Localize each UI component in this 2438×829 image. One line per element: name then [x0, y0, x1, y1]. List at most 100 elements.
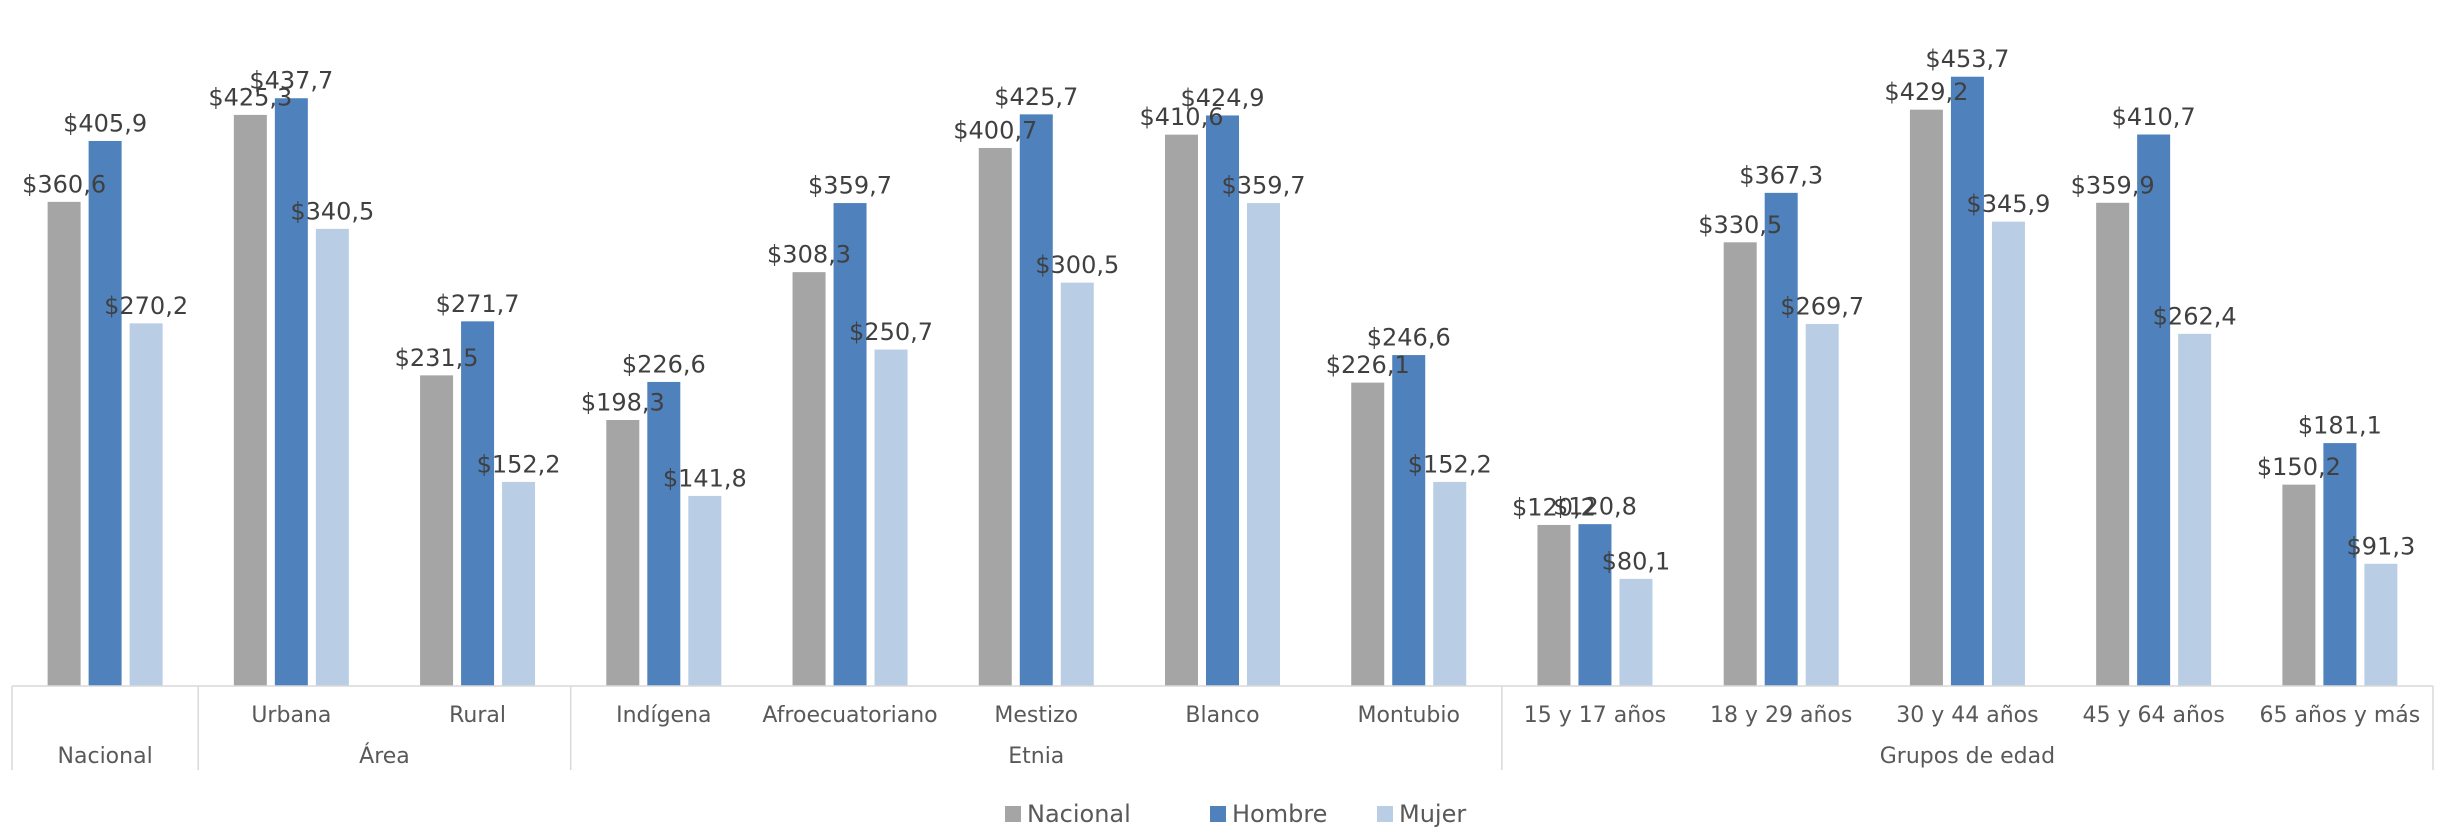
data-label-nacional-10: $429,2 [1884, 78, 1968, 106]
data-label-hombre-8: $120,8 [1553, 493, 1637, 521]
bar-nacional-1 [232, 113, 268, 687]
bar-mujer-1 [314, 227, 350, 687]
legend-label-hombre: Hombre [1232, 800, 1327, 828]
bar-nacional-11 [2095, 201, 2131, 687]
bars-layer [46, 75, 2399, 687]
legend-label-nacional: Nacional [1027, 800, 1131, 828]
bar-hombre-4 [832, 202, 868, 687]
data-label-mujer-8: $80,1 [1602, 547, 1671, 575]
bar-hombre-8 [1577, 523, 1613, 687]
bar-nacional-2 [419, 374, 455, 687]
group-label-1: Área [359, 743, 410, 769]
bar-hombre-1 [273, 97, 309, 687]
data-label-nacional-7: $226,1 [1326, 351, 1410, 379]
bar-nacional-7 [1350, 381, 1386, 687]
data-label-mujer-4: $250,7 [849, 318, 933, 346]
category-label-5: Mestizo [994, 703, 1078, 728]
bar-mujer-10 [1990, 220, 2026, 687]
data-label-nacional-4: $308,3 [767, 241, 851, 269]
data-label-mujer-0: $270,2 [104, 292, 188, 320]
category-label-11: 45 y 64 años [2082, 703, 2224, 728]
data-label-hombre-6: $424,9 [1181, 84, 1265, 112]
category-label-7: Montubio [1357, 703, 1460, 728]
legend-label-mujer: Mujer [1399, 800, 1466, 828]
data-label-hombre-1: $437,7 [249, 67, 333, 95]
group-label-0: Nacional [58, 744, 153, 769]
category-label-8: 15 y 17 años [1524, 703, 1666, 728]
data-label-hombre-11: $410,7 [2112, 103, 2196, 131]
bar-hombre-7 [1391, 354, 1427, 687]
bar-nacional-9 [1722, 241, 1758, 687]
data-label-mujer-5: $300,5 [1035, 251, 1119, 279]
data-label-hombre-3: $226,6 [622, 350, 706, 378]
legend-swatch-hombre [1210, 806, 1226, 822]
bar-nacional-3 [605, 418, 641, 687]
bar-hombre-0 [87, 139, 123, 687]
data-label-mujer-3: $141,8 [663, 464, 747, 492]
data-label-hombre-9: $367,3 [1739, 161, 1823, 189]
bar-nacional-4 [791, 271, 827, 687]
legend-swatch-nacional [1005, 806, 1021, 822]
data-label-hombre-2: $271,7 [436, 290, 520, 318]
bar-hombre-12 [2322, 442, 2358, 687]
category-label-12: 65 años y más [2260, 703, 2421, 728]
bar-mujer-9 [1804, 323, 1840, 687]
category-label-4: Afroecuatoriano [762, 703, 937, 728]
data-label-nacional-12: $150,2 [2257, 453, 2341, 481]
data-label-mujer-2: $152,2 [477, 450, 561, 478]
data-label-hombre-12: $181,1 [2298, 412, 2382, 440]
group-label-3: Grupos de edad [1880, 744, 2055, 769]
data-label-hombre-4: $359,7 [808, 172, 892, 200]
category-label-6: Blanco [1185, 703, 1259, 728]
data-label-hombre-10: $453,7 [1925, 45, 2009, 73]
bar-nacional-6 [1164, 133, 1199, 687]
data-label-mujer-12: $91,3 [2347, 532, 2416, 560]
bar-nacional-8 [1536, 523, 1572, 687]
bar-hombre-5 [1018, 113, 1054, 687]
bar-hombre-2 [460, 320, 496, 687]
bar-nacional-0 [46, 200, 82, 687]
bar-hombre-3 [646, 380, 682, 687]
data-label-nacional-11: $359,9 [2071, 171, 2155, 199]
bar-mujer-5 [1059, 281, 1095, 687]
bar-mujer-3 [687, 494, 723, 687]
legend-swatch-mujer [1377, 806, 1393, 822]
bar-mujer-4 [873, 348, 909, 687]
category-label-9: 18 y 29 años [1710, 703, 1852, 728]
bar-mujer-8 [1618, 577, 1654, 687]
data-label-mujer-11: $262,4 [2153, 302, 2237, 330]
bar-mujer-0 [128, 322, 164, 687]
bar-mujer-6 [1246, 202, 1281, 687]
bar-mujer-12 [2363, 562, 2399, 687]
category-label-10: 30 y 44 años [1896, 703, 2038, 728]
data-label-mujer-1: $340,5 [290, 197, 374, 225]
data-label-hombre-0: $405,9 [63, 109, 147, 137]
bar-hombre-6 [1205, 114, 1240, 687]
bar-hombre-10 [1949, 75, 1985, 687]
bar-hombre-9 [1763, 191, 1799, 687]
bar-nacional-12 [2281, 483, 2317, 687]
bar-mujer-2 [501, 480, 537, 687]
data-label-mujer-6: $359,7 [1222, 172, 1306, 200]
data-label-nacional-8: $120,2 [1512, 493, 1596, 521]
data-label-mujer-7: $152,2 [1408, 450, 1492, 478]
data-label-hombre-7: $246,6 [1367, 324, 1451, 352]
legend: Nacional Hombre Mujer [1005, 800, 1466, 828]
data-label-nacional-5: $400,7 [953, 116, 1037, 144]
bar-mujer-11 [2177, 332, 2213, 687]
data-label-nacional-2: $231,5 [395, 344, 479, 372]
bar-nacional-5 [977, 146, 1013, 687]
data-label-nacional-9: $330,5 [1698, 211, 1782, 239]
data-label-mujer-9: $269,7 [1780, 293, 1864, 321]
data-labels-layer: $360,6 $425,3 $231,5 $198,3 $308,3 $400,7 $410… [22, 45, 2415, 575]
category-label-2: Rural [449, 703, 506, 728]
category-axis: Urbana Rural Indígena Afroecuatoriano Mestiz… [11, 685, 2434, 770]
data-label-nacional-1: $425,3 [208, 83, 292, 111]
category-label-3: Indígena [616, 703, 711, 728]
data-label-nacional-6: $410,6 [1140, 103, 1224, 131]
category-label-1: Urbana [251, 703, 331, 728]
bar-hombre-11 [2136, 133, 2172, 687]
bar-mujer-7 [1432, 480, 1468, 687]
data-label-nacional-0: $360,6 [22, 170, 106, 198]
